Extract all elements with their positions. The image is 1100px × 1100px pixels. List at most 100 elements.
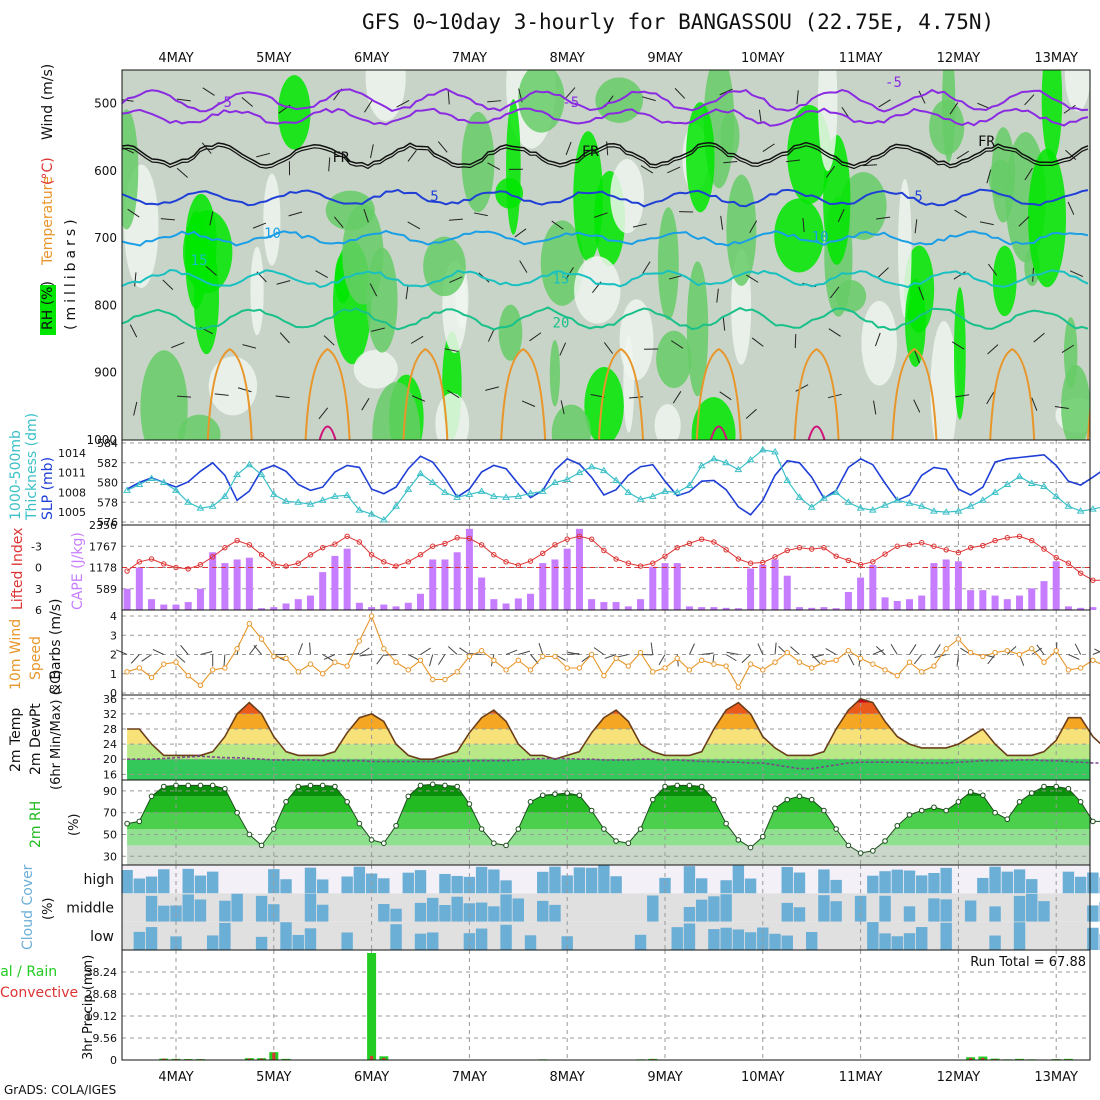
cloud-bar [255,936,268,950]
wind-barb [658,654,666,666]
wind-barb [448,218,463,221]
wind-speed-marker [503,667,509,673]
precip-ylabel-convective: Convective [0,985,78,1001]
rh-marker [466,801,473,807]
dewpoint-ylabel: 2m DewPt [28,703,44,775]
wind-barb [786,159,801,163]
wind-barb [333,216,344,228]
wind-speed-marker [1077,665,1084,671]
cape-bar [1040,581,1048,610]
thickness-marker [844,498,853,505]
wind-barb [1092,651,1100,655]
cape-bar [869,564,877,610]
cape-bar [857,577,865,610]
cape-bar [319,572,327,610]
wind-speed-marker [967,649,974,656]
rh-tick: 90 [103,785,117,798]
precip-tick: 28.68 [86,988,118,1001]
cloud-bar [634,934,647,950]
rh-marker [808,796,815,803]
cloud-bar [867,922,879,950]
thickness-marker [526,489,535,496]
cape-bar [478,577,486,610]
wind-barb [790,646,800,655]
wind-speed-marker [711,661,717,667]
wind-frame [121,609,1091,696]
wind-speed-marker [735,684,742,690]
wind-barb [449,276,463,283]
lifted-ylabel: Lifted Index [10,528,26,610]
rh-shading [573,131,603,262]
cape-bar [453,552,461,610]
rh-marker [197,782,204,789]
lifted-index-marker [980,542,986,549]
contour-label: FR [332,150,349,166]
cloud-bar [194,899,207,922]
rh-shading [1063,317,1078,389]
cloud-bar [659,877,671,894]
cape-bar [759,564,767,610]
ua-tick-label: 1000 [86,433,117,447]
wind-barb [487,162,501,170]
date-label-bottom: 7MAY [452,1070,487,1085]
cloud-bar [341,932,353,950]
rh-marker [234,809,240,816]
lifted-index-marker [931,543,937,549]
rh-marker [356,820,363,827]
thickness-marker [172,486,180,493]
wind-barb [411,395,426,402]
wind-barb [837,209,845,223]
cloud-bar [916,927,928,950]
wind-speed-marker [882,667,888,673]
rh-marker [173,782,179,789]
ua-ylabel-temp: Temperature [40,176,56,266]
thickness-marker [991,488,999,495]
rh-marker [295,783,302,790]
thickness-marker [428,478,437,485]
date-label-bottom: 11MAY [839,1070,883,1085]
wind-speed-marker [674,655,680,662]
wind-speed-marker [637,649,644,656]
rh-shading [353,349,398,389]
thickness-marker [685,481,694,488]
wind-speed-marker [527,667,534,673]
rh-shading [540,220,584,306]
cloud-bar [1038,901,1050,922]
lifted-index-marker [845,557,852,564]
date-label-bottom: 5MAY [256,1070,291,1085]
cloud-bar [378,878,390,894]
temp-ylabel: 2m Temp [8,708,24,772]
rh-marker [662,783,668,790]
wind-barb [141,654,152,662]
cloud-bar [732,865,745,894]
wind-barb [323,654,336,660]
cloud-bar [524,935,537,950]
wind-barb [487,100,502,103]
thickness-marker [807,503,816,510]
rh-marker [1053,783,1059,790]
cloud-bar [537,871,549,894]
wind-barb [122,146,135,154]
wind-barb [723,160,738,164]
wind-speed-marker [197,682,204,688]
thickness-ylabel: 1000-500mb [8,430,24,520]
cloud-bar [879,871,891,894]
rh-shading [610,159,644,234]
cloud-bar [353,866,366,894]
thickness-marker [123,486,131,493]
wind-speed-marker [417,657,424,663]
cloud-bar [708,929,720,950]
rh-band [127,812,1090,830]
wind-speed-marker [698,657,705,663]
wind-barb [447,646,458,655]
wind-barb [878,99,891,108]
thickness-marker [1003,480,1012,487]
wind-barb [567,651,580,655]
wind-barb [171,341,185,349]
cloud-bar [891,869,903,894]
rh-shading [372,381,421,440]
wind-barb [726,651,739,655]
rh-marker [918,807,925,814]
rh-shading [953,287,966,420]
wind-speed-marker [906,659,913,665]
